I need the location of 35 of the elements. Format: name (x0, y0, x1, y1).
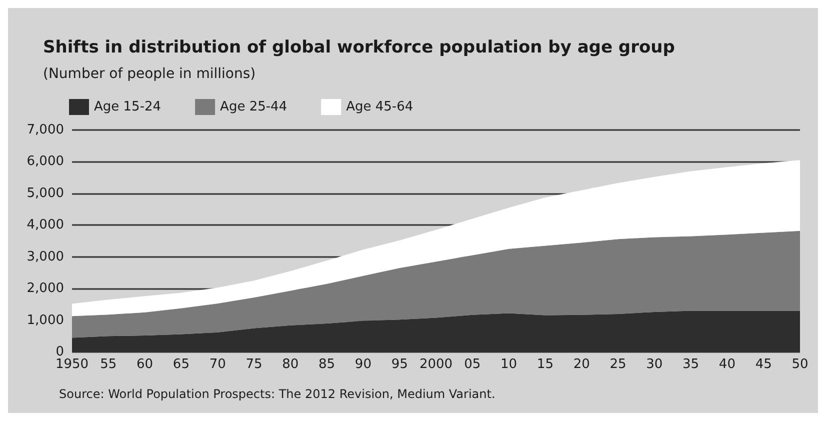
x-tick-label: 80 (282, 357, 299, 372)
chart-title: Shifts in distribution of global workforce population by age group (43, 38, 675, 58)
x-tick-label: 15 (536, 357, 554, 372)
y-tick-label: 1,000 (26, 312, 64, 328)
y-tick-label: 6,000 (26, 154, 64, 170)
x-tick-label: 40 (718, 357, 736, 372)
x-tick-label: 20 (573, 357, 590, 372)
y-tick-label: 3,000 (26, 249, 64, 264)
y-tick-label: 0 (56, 344, 64, 360)
y-tick-label: 2,000 (26, 281, 64, 296)
x-tick-label: 70 (209, 357, 226, 372)
x-tick-label: 1950 (55, 357, 89, 372)
chart-subtitle: (Number of people in millions) (43, 66, 256, 82)
x-tick-label: 35 (682, 357, 700, 372)
legend-label: Age 45-64 (346, 100, 414, 114)
y-tick-label: 4,000 (26, 218, 64, 233)
x-tick-label: 10 (500, 357, 518, 372)
x-tick-label: 90 (354, 357, 372, 372)
x-tick-label: 05 (464, 357, 481, 372)
x-tick-label: 85 (318, 357, 336, 372)
x-tick-label: 65 (172, 357, 190, 372)
x-tick-label: 25 (610, 357, 626, 372)
x-tick-label: 75 (246, 357, 262, 372)
legend-label: Age 15-24 (94, 100, 162, 114)
x-tick-label: 2000 (419, 357, 453, 372)
x-tick-label: 55 (100, 357, 117, 372)
y-tick-label: 7,000 (26, 122, 64, 138)
x-tick-label: 30 (646, 357, 663, 372)
x-tick-label: 50 (792, 357, 808, 372)
x-tick-label: 95 (391, 357, 408, 372)
source-note: Source: World Population Prospects: The 2012 Revision, Medium Variant. (59, 387, 496, 401)
x-tick-label: 45 (755, 357, 772, 372)
x-tick-label: 60 (136, 357, 154, 372)
legend-label: Age 25-44 (220, 100, 288, 114)
y-tick-label: 5,000 (26, 186, 64, 201)
